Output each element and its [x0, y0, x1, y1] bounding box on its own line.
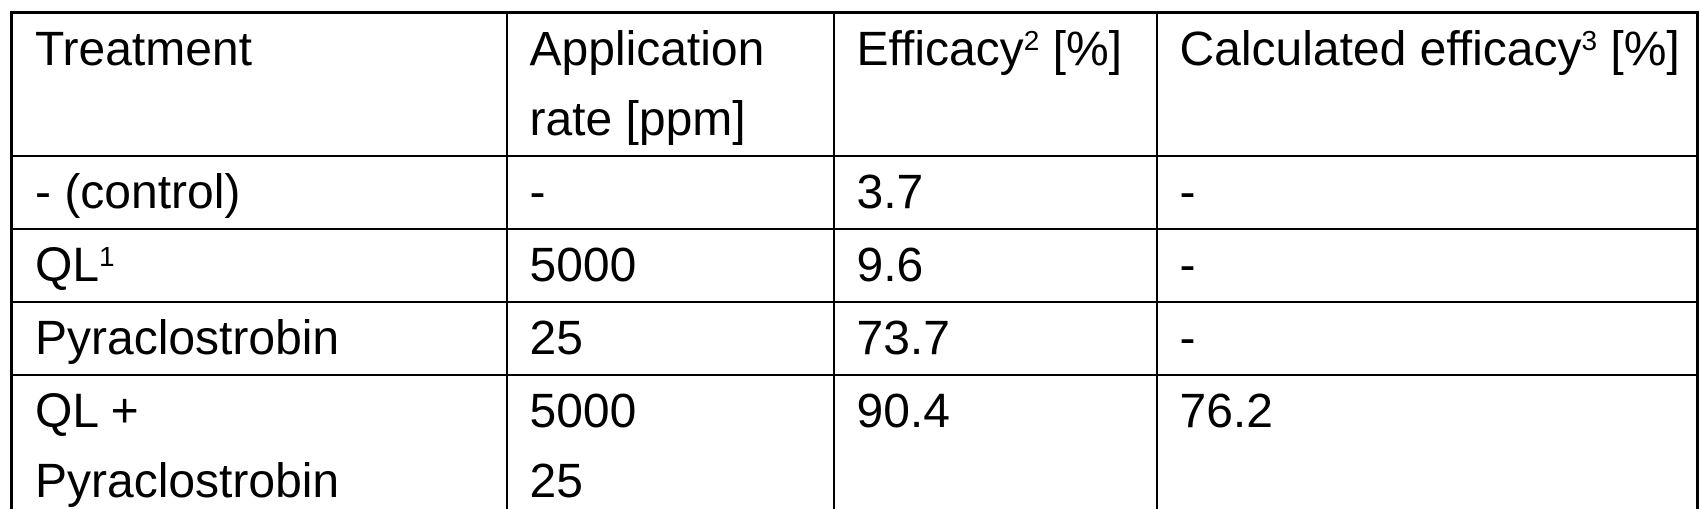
- treatment-text: Pyraclostrobin: [35, 312, 340, 365]
- efficacy-table: Treatment Application rate [ppm] Efficac…: [10, 11, 1699, 509]
- cell-efficacy: 73.7: [832, 301, 1158, 376]
- table-row: QL1 5000 9.6 -: [10, 228, 1699, 303]
- rate-line2: 25: [529, 455, 583, 508]
- calculated-efficacy-superscript: 3: [1581, 25, 1598, 56]
- rate-line1: 5000: [529, 239, 637, 292]
- rate-line1: 25: [529, 312, 583, 365]
- cell-calculated-efficacy: -: [1155, 228, 1699, 303]
- header-calculated-efficacy-label: Calculated efficacy3 [%]: [1179, 23, 1680, 76]
- header-efficacy-label: Efficacy2 [%]: [856, 23, 1122, 76]
- cell-efficacy: 90.4: [832, 374, 1158, 509]
- treatment-text: - (control): [35, 166, 241, 219]
- table-row: QL + Pyraclostrobin 5000 25 90.4 76.2: [10, 374, 1699, 509]
- cell-treatment: QL1: [10, 228, 508, 303]
- cell-calculated-efficacy: 76.2: [1155, 374, 1699, 509]
- rate-line1: 5000: [529, 385, 637, 438]
- cell-application-rate: 5000 25: [505, 374, 835, 509]
- header-treatment-label: Treatment: [35, 23, 252, 76]
- cell-application-rate: 5000: [505, 228, 835, 303]
- efficacy-superscript: 2: [1023, 25, 1040, 56]
- treatment-text: QL +: [35, 385, 139, 438]
- treatment-line2: Pyraclostrobin: [35, 455, 340, 508]
- cell-treatment: QL + Pyraclostrobin: [10, 374, 508, 509]
- efficacy-value: 73.7: [856, 312, 950, 365]
- cell-treatment: Pyraclostrobin: [10, 301, 508, 376]
- calculated-efficacy-value: -: [1179, 239, 1196, 292]
- header-application-rate-line1: Application: [529, 23, 765, 76]
- efficacy-value: 90.4: [856, 385, 950, 438]
- rate-line1: -: [529, 166, 546, 219]
- cell-efficacy: 9.6: [832, 228, 1158, 303]
- cell-application-rate: 25: [505, 301, 835, 376]
- header-cell-calculated-efficacy: Calculated efficacy3 [%]: [1155, 11, 1699, 157]
- treatment-superscript: 1: [99, 241, 115, 272]
- header-cell-efficacy: Efficacy2 [%]: [832, 11, 1158, 157]
- table-row: Pyraclostrobin 25 73.7 -: [10, 301, 1699, 376]
- efficacy-value: 3.7: [856, 166, 924, 219]
- efficacy-value: 9.6: [856, 239, 924, 292]
- header-application-rate-line2: rate [ppm]: [529, 93, 746, 146]
- calculated-efficacy-value: -: [1179, 166, 1196, 219]
- table-header-row: Treatment Application rate [ppm] Efficac…: [10, 11, 1699, 157]
- header-cell-application-rate: Application rate [ppm]: [505, 11, 835, 157]
- calculated-efficacy-value: 76.2: [1179, 385, 1273, 438]
- cell-calculated-efficacy: -: [1155, 301, 1699, 376]
- calculated-efficacy-value: -: [1179, 312, 1196, 365]
- header-cell-treatment: Treatment: [10, 11, 508, 157]
- cell-efficacy: 3.7: [832, 155, 1158, 230]
- cell-treatment: - (control): [10, 155, 508, 230]
- table-row: - (control) - 3.7 -: [10, 155, 1699, 230]
- cell-calculated-efficacy: -: [1155, 155, 1699, 230]
- treatment-text: QL: [35, 239, 100, 292]
- cell-application-rate: -: [505, 155, 835, 230]
